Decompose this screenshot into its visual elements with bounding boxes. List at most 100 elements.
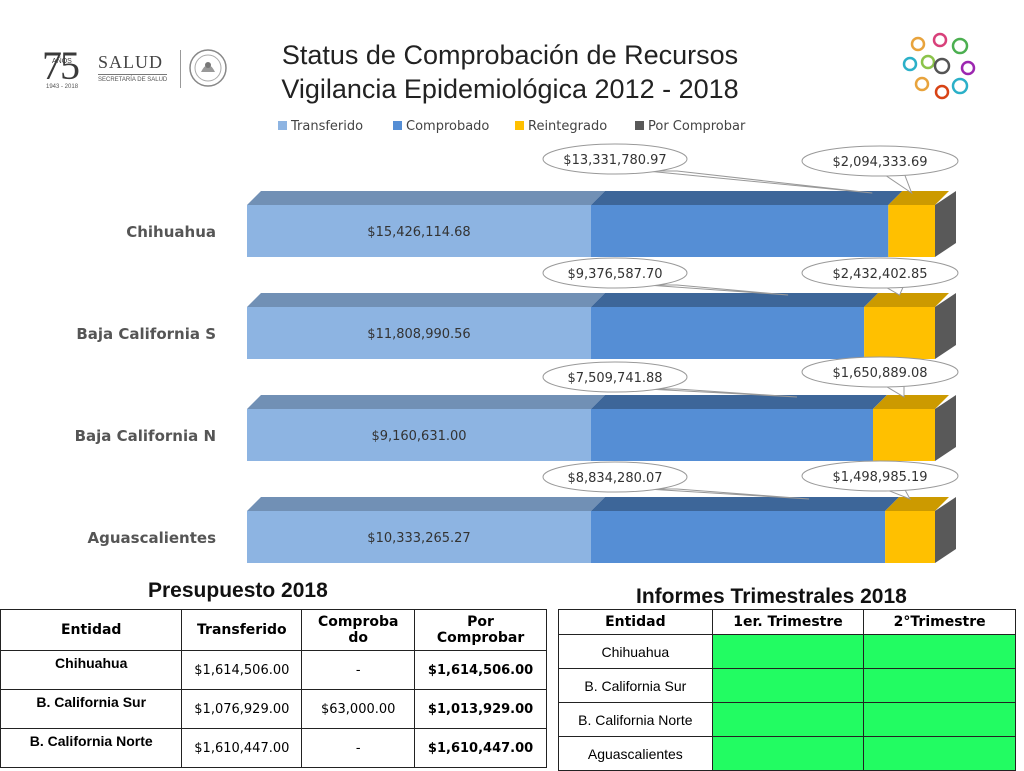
row-entidad: B. California Sur <box>558 668 713 703</box>
callout-pointer-comprobado <box>646 170 873 194</box>
status-cell <box>863 702 1016 737</box>
status-cell <box>863 736 1016 771</box>
bar-reintegrado <box>873 409 935 461</box>
row-transferido: $1,076,929.00 <box>181 689 303 729</box>
row-entidad: Chihuahua <box>0 650 183 690</box>
header-entidad: Entidad <box>558 609 713 635</box>
header-trimestre-1: 1er. Trimestre <box>711 609 865 635</box>
table-row: B. California Norte <box>558 702 1016 737</box>
header-trimestre-2: 2°Trimestre <box>863 609 1016 635</box>
table-row: B. California Sur $1,076,929.00 $63,000.… <box>0 689 547 729</box>
data-label-comprobado: $8,834,280.07 <box>567 471 662 486</box>
informes-table: Entidad 1er. Trimestre 2°Trimestre Chihu… <box>558 609 1016 771</box>
informes-title: Informes Trimestrales 2018 <box>636 585 907 608</box>
bar-por-comprobar <box>935 191 956 257</box>
callout-pointer-comprobado <box>646 284 789 296</box>
bar-comprobado <box>591 511 886 563</box>
table-row: Chihuahua $1,614,506.00 - $1,614,506.00 <box>0 650 547 690</box>
row-por-comprobar: $1,610,447.00 <box>414 728 547 768</box>
category-label: Baja California N <box>75 427 216 445</box>
row-entidad: B. California Norte <box>0 728 183 768</box>
status-cell <box>711 736 865 771</box>
status-cell <box>863 634 1016 669</box>
bar-transferido-top <box>247 497 605 511</box>
bar-comprobado-top <box>591 395 888 409</box>
row-entidad: B. California Norte <box>558 702 713 737</box>
data-label-reintegrado: $1,650,889.08 <box>832 366 927 381</box>
salud-logo: 75 AÑOS 1943 - 2018 SALUD SECRETARÍA DE … <box>38 42 228 94</box>
row-por-comprobar: $1,013,929.00 <box>414 689 547 729</box>
legend-label-3: Por Comprobar <box>648 119 746 134</box>
legend-swatch-3 <box>635 121 644 130</box>
bar-reintegrado <box>888 205 935 257</box>
logo-divider <box>180 50 181 88</box>
logo-years-text: 1943 - 2018 <box>46 84 79 90</box>
header-entidad: Entidad <box>0 609 183 651</box>
bar-reintegrado-top <box>885 497 949 511</box>
status-cell <box>711 668 865 703</box>
data-label-transferido: $11,808,990.56 <box>367 327 470 342</box>
status-cell <box>711 634 865 669</box>
data-label-transferido: $15,426,114.68 <box>367 225 470 240</box>
bar-por-comprobar <box>935 293 956 359</box>
bar-transferido <box>247 307 591 359</box>
callout-comprobado <box>542 361 688 393</box>
bar-reintegrado <box>885 511 935 563</box>
row-por-comprobar: $1,614,506.00 <box>414 650 547 690</box>
bar-transferido-top <box>247 191 605 205</box>
data-label-transferido: $9,160,631.00 <box>371 429 466 444</box>
bar-por-comprobar <box>935 497 956 563</box>
bar-reintegrado-top <box>873 395 949 409</box>
table-header-row: Entidad 1er. Trimestre 2°Trimestre <box>558 609 1016 635</box>
row-entidad: B. California Sur <box>0 689 183 729</box>
table-header-row: Entidad Transferido Comproba do Por Compro… <box>0 609 547 651</box>
callout-reintegrado <box>801 460 959 492</box>
bar-comprobado <box>591 307 865 359</box>
header-comprobado: Comproba do <box>301 609 416 651</box>
bar-transferido-top <box>247 395 605 409</box>
data-label-transferido: $10,333,265.27 <box>367 531 470 546</box>
legend-label-1: Comprobado <box>406 119 489 134</box>
bar-reintegrado-top <box>864 293 949 307</box>
table-row: Aguascalientes <box>558 736 1016 771</box>
bar-por-comprobar <box>935 395 956 461</box>
data-label-reintegrado: $1,498,985.19 <box>832 470 927 485</box>
data-label-comprobado: $9,376,587.70 <box>567 267 662 282</box>
category-label: Aguascalientes <box>88 529 217 547</box>
bar-comprobado-top <box>591 497 900 511</box>
row-comprobado: - <box>301 728 416 768</box>
bar-transferido <box>247 511 591 563</box>
bar-comprobado <box>591 409 874 461</box>
data-label-reintegrado: $2,094,333.69 <box>832 155 927 170</box>
title-line-1: Status de Comprobación de Recursos <box>281 40 739 70</box>
data-label-comprobado: $13,331,780.97 <box>563 153 666 168</box>
stacked-bar-chart: Transferido Comprobado Reintegrado Por Comp… <box>75 119 959 563</box>
bar-reintegrado <box>864 307 935 359</box>
logo-anos-text: AÑOS <box>52 58 72 65</box>
legend-swatch-0 <box>278 121 287 130</box>
bar-comprobado <box>591 205 889 257</box>
row-comprobado: - <box>301 650 416 690</box>
category-label: Baja California S <box>76 325 216 343</box>
logo-75-text: 75 <box>42 43 80 88</box>
bar-comprobado-top <box>591 191 903 205</box>
row-transferido: $1,610,447.00 <box>181 728 303 768</box>
header-transferido: Transferido <box>181 609 303 651</box>
callout-reintegrado <box>801 356 959 388</box>
header-por-comprobar: Por Comprobar <box>414 609 547 651</box>
category-label: Chihuahua <box>126 223 216 241</box>
legend-label-2: Reintegrado <box>528 119 607 134</box>
row-comprobado: $63,000.00 <box>301 689 416 729</box>
row-transferido: $1,614,506.00 <box>181 650 303 690</box>
callout-pointer-comprobado <box>646 488 810 500</box>
callout-comprobado <box>542 257 688 289</box>
status-cell <box>711 702 865 737</box>
callout-comprobado <box>542 143 688 175</box>
national-seal-icon <box>189 49 227 87</box>
legend-swatch-1 <box>393 121 402 130</box>
table-row: B. California Sur <box>558 668 1016 703</box>
data-label-comprobado: $7,509,741.88 <box>567 371 662 386</box>
legend-swatch-2 <box>515 121 524 130</box>
table-row: Chihuahua <box>558 634 1016 669</box>
bar-transferido <box>247 409 591 461</box>
